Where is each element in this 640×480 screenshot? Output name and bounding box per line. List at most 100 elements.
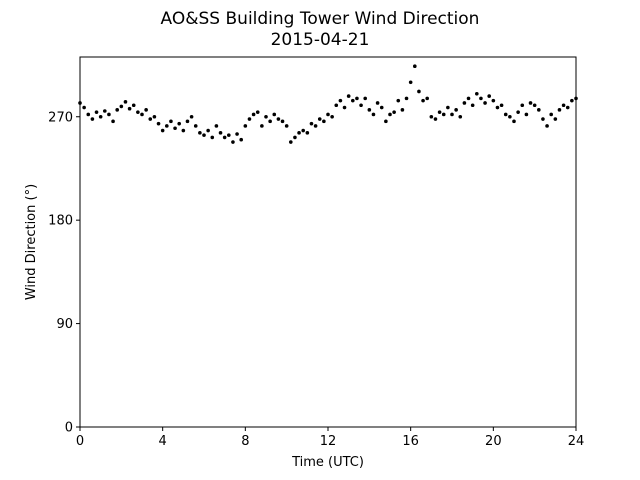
point — [330, 114, 334, 119]
point — [127, 106, 132, 111]
y-tick-label: 180 — [48, 214, 73, 229]
point — [388, 112, 392, 117]
x-tick-label: 4 — [159, 434, 167, 449]
y-axis-label: Wind Direction (°) — [24, 184, 39, 300]
point — [94, 110, 99, 114]
point — [202, 133, 206, 137]
x-tick-label: 20 — [485, 434, 502, 449]
y-tick-label: 0 — [65, 421, 73, 436]
point — [475, 91, 479, 96]
point — [499, 103, 504, 108]
point — [181, 128, 186, 133]
point — [537, 108, 541, 112]
point — [177, 121, 181, 126]
point — [210, 135, 215, 140]
point — [363, 96, 368, 101]
point — [193, 124, 198, 128]
point — [247, 117, 252, 121]
point — [565, 105, 570, 110]
point — [375, 101, 380, 105]
point — [239, 137, 243, 142]
point — [404, 96, 409, 101]
point — [541, 117, 545, 121]
x-tick-label: 12 — [320, 434, 337, 449]
point — [574, 96, 578, 101]
chart-title: AO&SS Building Tower Wind Direction — [161, 9, 480, 29]
point — [255, 110, 260, 114]
point — [458, 114, 463, 119]
point — [421, 98, 425, 103]
point — [297, 131, 301, 135]
point — [516, 110, 520, 114]
point — [152, 114, 157, 119]
point — [508, 114, 512, 119]
point — [470, 103, 475, 108]
point — [173, 126, 177, 131]
point — [417, 89, 421, 94]
point — [570, 98, 574, 103]
point — [549, 112, 553, 117]
point — [532, 103, 537, 108]
point — [528, 101, 533, 105]
point — [165, 124, 169, 128]
point — [557, 108, 562, 112]
point — [466, 96, 471, 101]
point — [140, 112, 144, 117]
point — [342, 105, 347, 110]
point — [222, 135, 227, 140]
point — [371, 112, 376, 117]
point — [280, 119, 285, 124]
point — [400, 108, 405, 112]
point — [524, 112, 529, 117]
point — [503, 112, 508, 117]
point — [462, 101, 467, 105]
point — [520, 103, 525, 108]
point — [284, 124, 289, 128]
point — [115, 108, 119, 112]
point — [111, 119, 115, 124]
point — [441, 112, 446, 117]
point — [450, 112, 454, 117]
chart-subtitle: 2015-04-21 — [271, 30, 370, 50]
point — [293, 135, 297, 140]
point — [355, 96, 359, 101]
point — [396, 98, 401, 103]
point — [322, 119, 326, 124]
point — [483, 101, 487, 105]
point — [103, 109, 107, 113]
point — [264, 114, 268, 119]
point — [218, 131, 223, 135]
point — [346, 94, 351, 98]
point — [305, 131, 310, 135]
point — [545, 124, 549, 128]
point — [437, 110, 442, 114]
point — [231, 140, 235, 144]
point — [144, 108, 148, 112]
point — [206, 128, 210, 133]
point — [392, 110, 396, 114]
point — [214, 124, 219, 128]
point — [82, 105, 86, 110]
point — [169, 119, 173, 124]
point — [90, 117, 95, 121]
point — [379, 105, 384, 110]
point — [351, 98, 355, 103]
x-tick-label: 16 — [402, 434, 419, 449]
point — [98, 114, 103, 119]
point — [359, 103, 363, 108]
point — [433, 117, 438, 121]
point — [260, 124, 264, 128]
point — [107, 112, 111, 117]
point — [338, 98, 343, 103]
point — [495, 105, 500, 110]
y-tick-label: 270 — [48, 110, 73, 125]
point — [334, 103, 339, 108]
point — [487, 94, 492, 98]
x-tick-label: 24 — [568, 434, 585, 449]
point — [123, 100, 128, 104]
point — [227, 133, 231, 137]
point — [491, 98, 496, 103]
point — [313, 124, 318, 128]
